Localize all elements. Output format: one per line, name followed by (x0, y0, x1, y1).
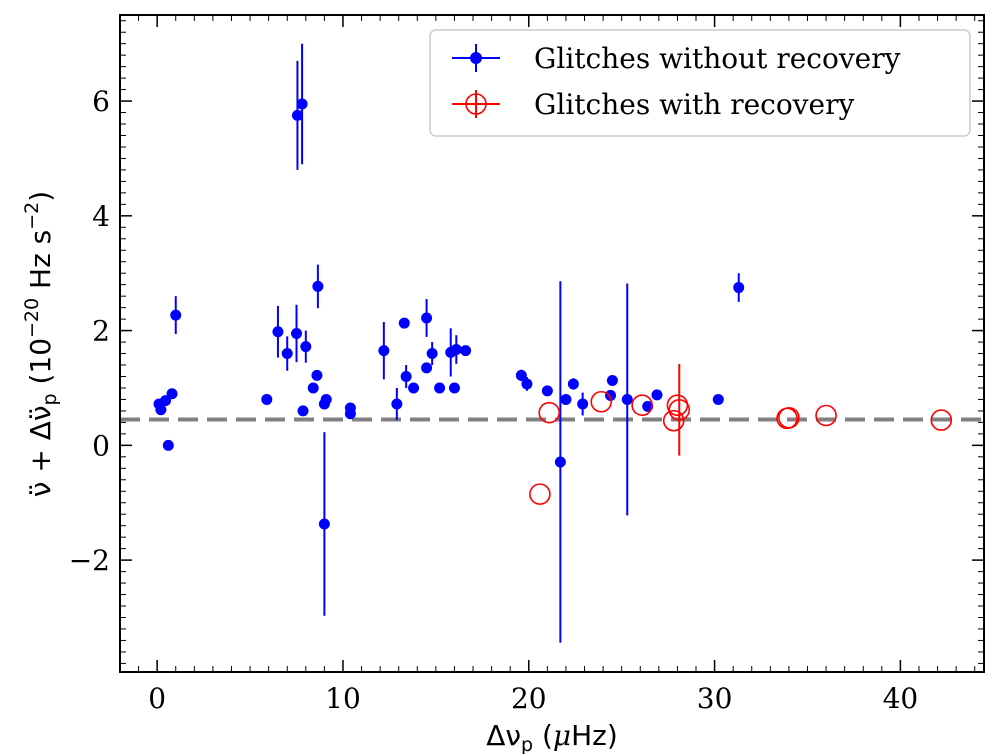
data-point (300, 341, 312, 353)
data-point (538, 401, 561, 424)
data-point (567, 378, 579, 390)
x-tick-label: 20 (511, 682, 547, 715)
data-point (391, 398, 403, 410)
data-point (815, 404, 837, 427)
legend-marker-without-recovery (452, 44, 500, 72)
y-tick-label: 2 (92, 315, 110, 348)
data-point (651, 389, 663, 401)
data-point (606, 375, 618, 387)
svg-text:ν̈ + Δν̈p (10−20 Hz s−2): ν̈ + Δν̈p (10−20 Hz s−2) (21, 191, 61, 497)
data-point (311, 369, 323, 381)
x-tick-label: 40 (883, 682, 919, 715)
data-point (155, 404, 167, 416)
data-point (434, 382, 446, 394)
data-point (344, 408, 356, 420)
data-point (631, 394, 653, 416)
y-tick-label: 4 (92, 200, 110, 233)
data-point (642, 400, 654, 412)
data-point (450, 344, 462, 356)
data-point (577, 398, 589, 410)
y-tick-label: −2 (69, 544, 110, 577)
data-point (778, 407, 800, 429)
series-with-recovery (529, 363, 953, 505)
data-point (621, 393, 633, 405)
x-tick-label: 0 (148, 682, 166, 715)
data-point (421, 312, 433, 324)
legend-label-without-recovery: Glitches without recovery (534, 42, 901, 75)
data-point (541, 385, 553, 397)
legend: Glitches without recovery Glitches with … (429, 29, 971, 137)
data-point (529, 483, 551, 505)
x-tick-label: 10 (325, 682, 361, 715)
data-point (560, 393, 572, 405)
data-point (662, 409, 685, 432)
data-point (281, 348, 293, 360)
data-point (590, 390, 613, 413)
data-point (421, 362, 433, 374)
data-point (554, 456, 566, 468)
data-layer (153, 43, 953, 643)
legend-label-with-recovery: Glitches with recovery (534, 88, 854, 121)
legend-box (429, 29, 971, 137)
data-point (605, 389, 617, 401)
data-point (712, 393, 724, 405)
data-point (318, 518, 330, 530)
x-tick-label: 30 (697, 682, 733, 715)
data-point (668, 398, 691, 421)
data-point (448, 382, 460, 394)
plot-frame (119, 14, 985, 673)
data-point (307, 382, 319, 394)
data-point (162, 439, 174, 451)
svg-text:Δνp (μHz): Δνp (μHz) (486, 719, 618, 754)
data-point (320, 393, 332, 405)
data-point (398, 317, 410, 329)
data-point (426, 348, 438, 360)
data-point (166, 388, 178, 400)
data-point (170, 309, 182, 321)
series-without-recovery (153, 43, 745, 643)
data-point (291, 327, 303, 339)
data-point (272, 326, 284, 338)
data-point (408, 382, 420, 394)
data-point (296, 98, 308, 110)
y-axis-label: ν̈ + Δν̈p (10−20 Hz s−2) (21, 191, 61, 497)
data-point (930, 409, 953, 431)
data-point (460, 345, 472, 357)
data-point (521, 378, 533, 390)
data-point (400, 370, 412, 382)
data-point (378, 345, 390, 357)
y-tick-label: 0 (92, 429, 110, 462)
data-point (733, 282, 745, 294)
y-tick-label: 6 (92, 85, 110, 118)
data-point (515, 369, 527, 381)
data-point (291, 109, 303, 121)
data-point (261, 393, 273, 405)
data-point (312, 280, 324, 292)
legend-marker-with-recovery (452, 90, 500, 118)
x-axis-label: Δνp (μHz) (486, 719, 618, 754)
data-point (160, 395, 172, 407)
data-point (297, 405, 309, 417)
